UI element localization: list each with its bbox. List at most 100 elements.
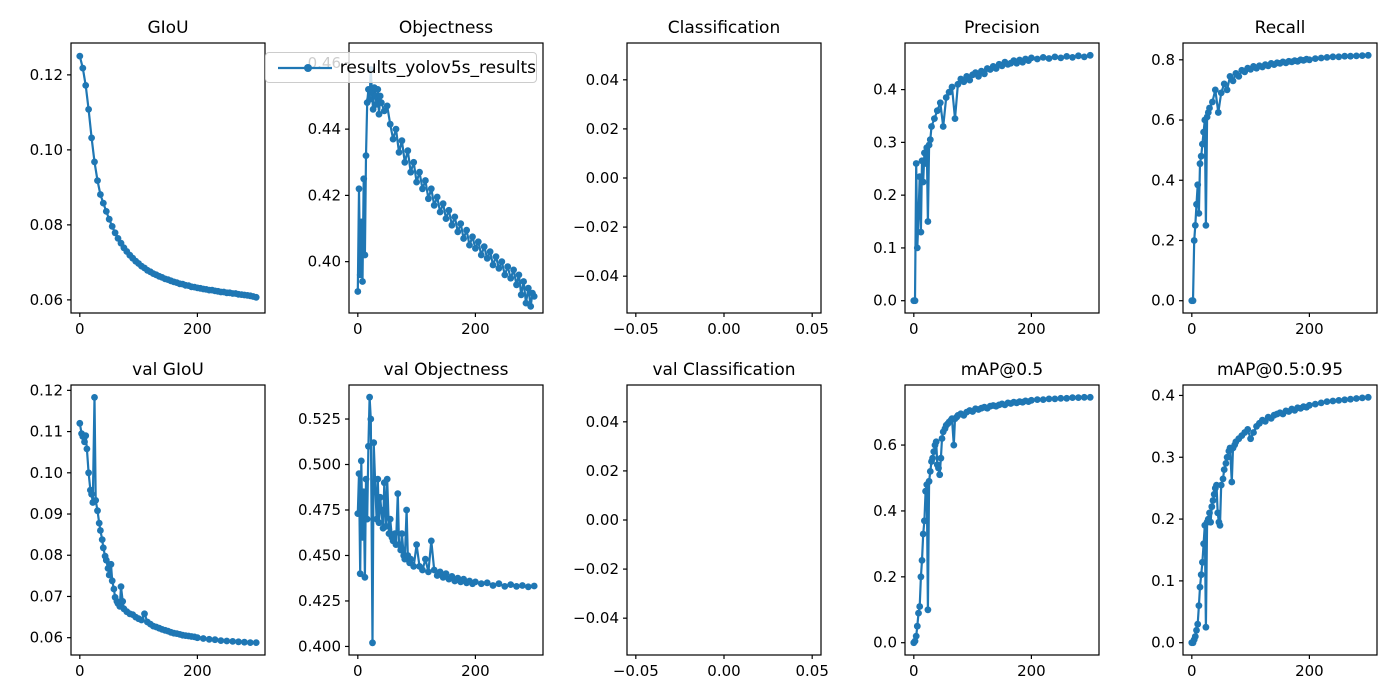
data-point bbox=[362, 152, 370, 160]
data-point bbox=[1195, 602, 1203, 609]
data-point bbox=[436, 208, 444, 216]
data-point bbox=[1323, 398, 1331, 405]
y-tick-label: 0.02 bbox=[586, 120, 619, 138]
data-point bbox=[1028, 54, 1035, 62]
x-tick-label: 200 bbox=[1017, 320, 1046, 338]
data-point bbox=[921, 149, 928, 157]
data-point bbox=[489, 261, 497, 269]
data-point bbox=[1086, 51, 1094, 59]
data-point bbox=[111, 229, 119, 237]
data-point bbox=[1195, 210, 1203, 217]
data-point bbox=[436, 568, 444, 576]
y-tick-label: 0.500 bbox=[298, 456, 341, 474]
subplot-val-giou: 0 200 0.06 0.07 0.08 0.09 0.10 0.11 0.12 val GIoU bbox=[30, 360, 266, 680]
data-point bbox=[524, 284, 532, 292]
data-point bbox=[1033, 396, 1041, 403]
data-point bbox=[105, 571, 113, 579]
data-point bbox=[912, 160, 920, 167]
subplot-precision: 0 200 0.0 0.1 0.2 0.3 0.4 Precision bbox=[873, 18, 1100, 338]
y-tick-label: 0.00 bbox=[586, 169, 619, 187]
data-point bbox=[928, 123, 935, 130]
data-point bbox=[510, 266, 517, 274]
data-point bbox=[507, 581, 515, 588]
plot-title: Classification bbox=[668, 18, 780, 38]
data-point bbox=[98, 536, 106, 543]
data-point bbox=[530, 582, 538, 590]
data-point bbox=[1341, 396, 1349, 404]
data-point bbox=[356, 570, 364, 578]
data-point bbox=[363, 515, 371, 523]
data-point bbox=[919, 178, 927, 186]
data-point bbox=[501, 271, 509, 279]
data-point bbox=[1208, 503, 1216, 511]
data-point bbox=[95, 519, 103, 527]
data-point bbox=[91, 158, 98, 166]
data-point bbox=[1189, 297, 1197, 305]
data-line bbox=[913, 54, 1091, 302]
subplot-map05: 0 200 0.0 0.2 0.4 0.6 mAP@0.5 bbox=[873, 360, 1100, 680]
y-tick-label: 0.400 bbox=[298, 637, 341, 655]
data-point bbox=[439, 200, 447, 208]
data-point bbox=[1197, 571, 1205, 579]
data-point bbox=[419, 566, 426, 574]
y-tick-label: 0.09 bbox=[30, 505, 63, 523]
data-point bbox=[372, 488, 379, 496]
data-point bbox=[966, 76, 974, 84]
data-point bbox=[1080, 393, 1088, 401]
data-point bbox=[389, 135, 397, 143]
data-point bbox=[919, 530, 927, 538]
data-point bbox=[1193, 626, 1200, 634]
data-point bbox=[355, 185, 363, 193]
data-point bbox=[1364, 393, 1372, 401]
legend-line-icon bbox=[278, 63, 332, 72]
data-point bbox=[229, 638, 237, 645]
y-tick-label: 0.4 bbox=[1151, 171, 1175, 189]
data-point bbox=[469, 233, 476, 241]
y-tick-label: 0.3 bbox=[1151, 448, 1175, 466]
data-point bbox=[472, 578, 479, 586]
data-point bbox=[1033, 55, 1041, 63]
data-point bbox=[1202, 623, 1210, 631]
data-point bbox=[97, 527, 104, 534]
axes-frame bbox=[626, 42, 822, 314]
y-tick-label: 0.08 bbox=[30, 546, 63, 564]
data-point bbox=[380, 107, 388, 115]
data-point bbox=[117, 583, 125, 590]
subplot-val-objectness: 0 200 0.400 0.425 0.450 0.475 0.500 0.525 val Ob… bbox=[298, 360, 544, 680]
data-point bbox=[365, 442, 372, 450]
data-point bbox=[1194, 181, 1202, 189]
data-point bbox=[82, 432, 90, 440]
data-point bbox=[495, 580, 503, 588]
data-point bbox=[362, 475, 370, 483]
data-point bbox=[359, 533, 366, 541]
data-point bbox=[1051, 395, 1059, 403]
y-tick-label: 0.4 bbox=[1151, 386, 1175, 404]
data-point bbox=[1196, 583, 1204, 591]
x-tick-label: 200 bbox=[461, 662, 490, 680]
data-point bbox=[404, 147, 412, 155]
data-point bbox=[108, 223, 116, 230]
data-point bbox=[223, 637, 231, 645]
data-point bbox=[382, 523, 390, 530]
data-point bbox=[422, 177, 429, 184]
data-point bbox=[1323, 54, 1331, 61]
data-point bbox=[1217, 481, 1225, 489]
subplot-giou: 0 200 0.06 0.08 0.10 0.12 GIoU bbox=[30, 18, 266, 338]
data-point bbox=[99, 199, 107, 207]
data-point bbox=[492, 253, 500, 261]
data-point bbox=[519, 582, 526, 589]
data-point bbox=[76, 419, 84, 427]
y-tick-label: −0.04 bbox=[573, 267, 619, 285]
data-point bbox=[430, 566, 438, 574]
data-point bbox=[386, 515, 394, 523]
data-point bbox=[361, 251, 369, 259]
data-point bbox=[427, 185, 435, 193]
y-tick-label: 0.10 bbox=[30, 141, 63, 159]
x-tick-label: 0 bbox=[353, 320, 363, 338]
data-point bbox=[94, 507, 101, 515]
data-point bbox=[246, 639, 254, 646]
subplot-map05-095: 0 200 0.0 0.1 0.2 0.3 0.4 mAP@0.5:0.95 bbox=[1151, 360, 1378, 680]
data-point bbox=[1206, 509, 1213, 517]
y-tick-label: 0.2 bbox=[1151, 510, 1175, 528]
